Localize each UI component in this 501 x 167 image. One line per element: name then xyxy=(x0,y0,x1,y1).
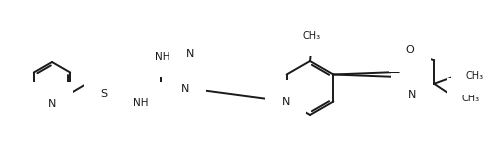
Text: N: N xyxy=(48,99,56,109)
Text: CH₃: CH₃ xyxy=(460,93,478,103)
Text: CH₃: CH₃ xyxy=(302,31,321,41)
Text: O: O xyxy=(405,45,413,55)
Text: N: N xyxy=(281,97,289,107)
Text: S: S xyxy=(100,89,108,99)
Text: NH: NH xyxy=(155,51,171,61)
Text: CH₃: CH₃ xyxy=(464,71,482,81)
Text: NH: NH xyxy=(133,98,149,108)
Text: N: N xyxy=(407,90,415,100)
Text: N: N xyxy=(181,84,189,94)
Text: N: N xyxy=(186,48,194,58)
